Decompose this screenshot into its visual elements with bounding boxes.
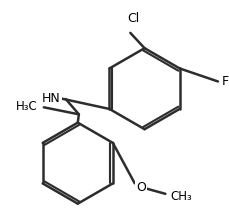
Text: H₃C: H₃C <box>16 100 38 113</box>
Text: CH₃: CH₃ <box>170 190 192 203</box>
Text: F: F <box>221 74 228 88</box>
Text: Cl: Cl <box>127 12 139 25</box>
Text: HN: HN <box>42 92 61 105</box>
Text: O: O <box>135 181 145 194</box>
